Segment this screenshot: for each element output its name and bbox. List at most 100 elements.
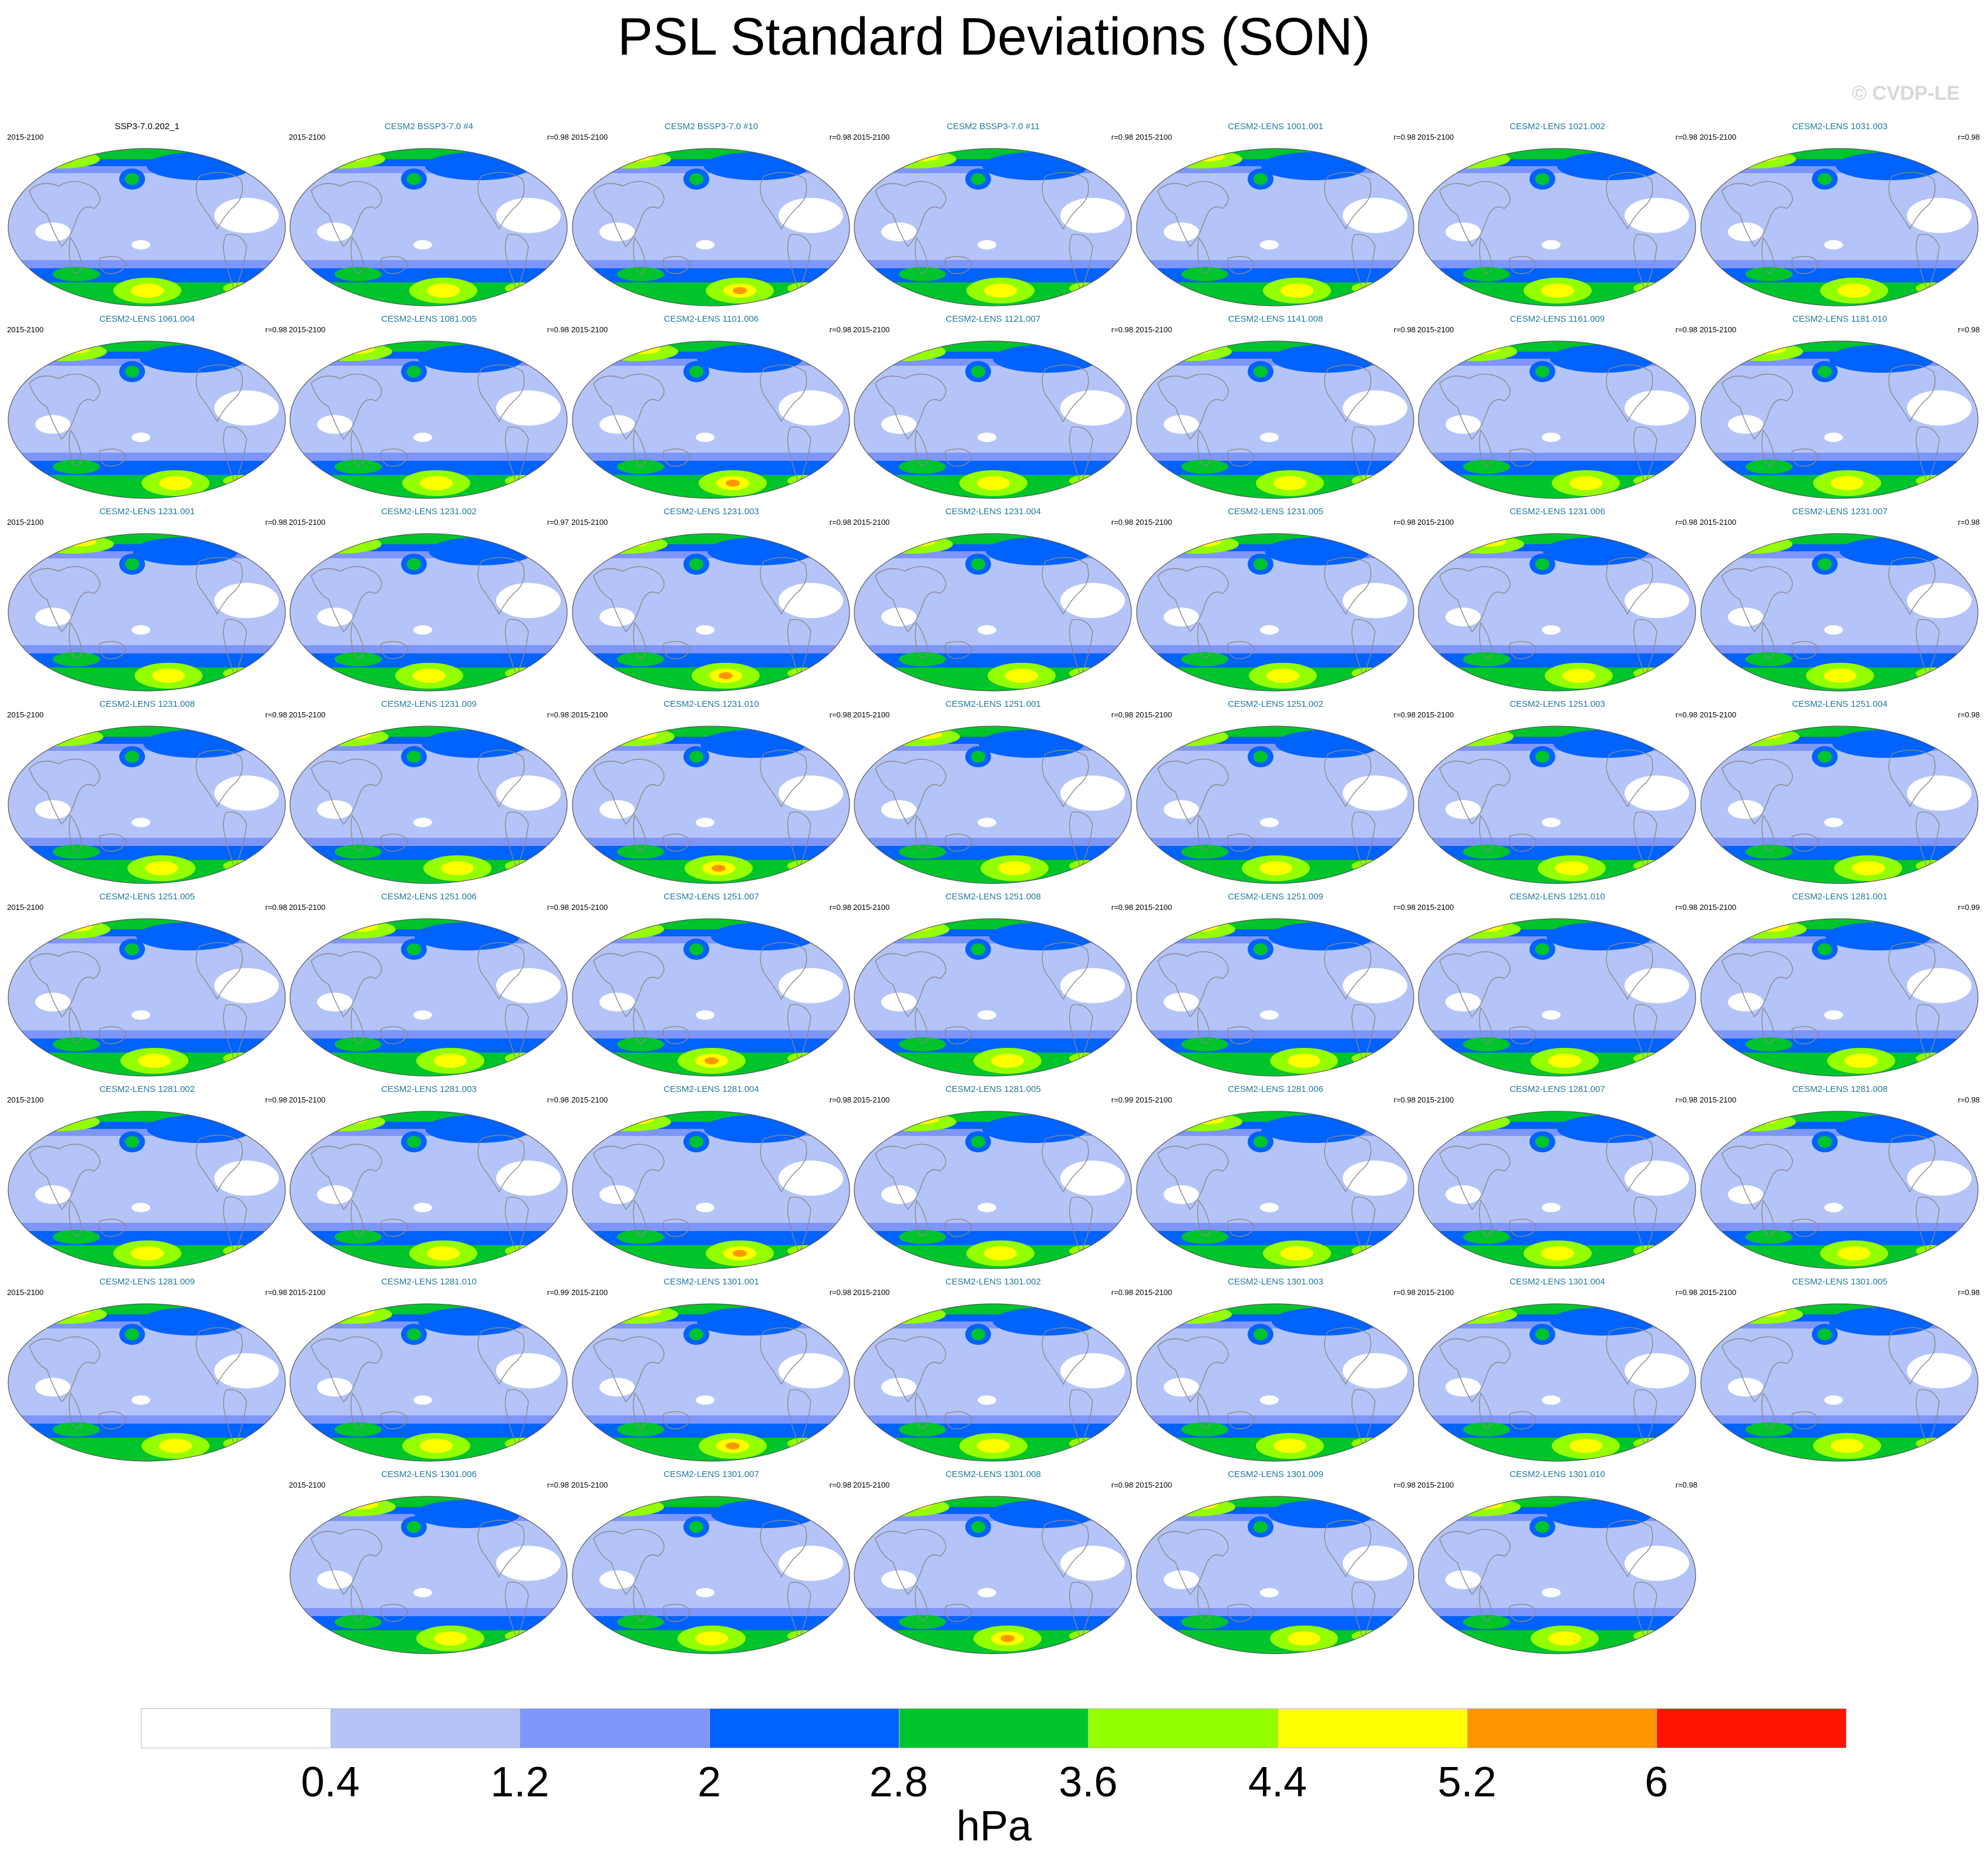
coastlines (875, 749, 1093, 869)
map-plot (289, 1496, 568, 1654)
map-plot (1418, 918, 1696, 1077)
map-panel: CESM2-LENS 1251.002 2015-2100 r=0.98 (1134, 698, 1417, 886)
map-plot (854, 1303, 1132, 1462)
panel-title: CESM2-LENS 1101.006 (663, 314, 759, 324)
panel-title: CESM2-LENS 1281.009 (99, 1277, 195, 1287)
map-plot (8, 148, 286, 306)
panel-title: CESM2-LENS 1251.006 (381, 892, 477, 902)
panel-title: CESM2-LENS 1251.005 (99, 892, 195, 902)
panel-title: CESM2-LENS 1231.001 (99, 507, 195, 517)
panel-title: CESM2-LENS 1251.010 (1509, 892, 1605, 902)
map-panel: CESM2-LENS 1251.006 2015-2100 r=0.98 (288, 891, 570, 1078)
map-plot (1418, 340, 1696, 499)
panel-pattern-correlation: r=0.98 (829, 1095, 851, 1104)
panel-period: 2015-2100 (289, 903, 326, 912)
map-panel: CESM2-LENS 1251.008 2015-2100 r=0.98 (852, 891, 1134, 1078)
coastlines (1439, 1134, 1657, 1255)
panel-period: 2015-2100 (1700, 1095, 1737, 1104)
panel-pattern-correlation: r=0.98 (1957, 1095, 1980, 1104)
map-panel: CESM2-LENS 1231.002 2015-2100 r=0.97 (288, 505, 570, 693)
map-plot (1418, 533, 1696, 692)
map-field (8, 341, 285, 498)
colorbar-tick-label: 2.8 (869, 1759, 928, 1806)
coastlines (29, 364, 247, 484)
colorbar-swatch (141, 1708, 331, 1748)
panel-period: 2015-2100 (1417, 325, 1454, 334)
map-panel: CESM2-LENS 1251.001 2015-2100 r=0.98 (852, 698, 1134, 886)
colorbar (141, 1708, 1847, 1749)
panel-pattern-correlation: r=0.98 (547, 903, 569, 912)
panel-period: 2015-2100 (571, 1095, 608, 1104)
panel-period: 2015-2100 (1700, 133, 1737, 141)
panel-pattern-correlation: r=0.99 (1111, 1095, 1133, 1104)
panel-period: 2015-2100 (1417, 1481, 1454, 1489)
map-plot (8, 918, 286, 1077)
map-plot (8, 726, 286, 884)
map-plot (289, 148, 568, 306)
map-panel: CESM2-LENS 1231.006 2015-2100 r=0.98 (1416, 505, 1699, 693)
map-plot (289, 533, 568, 692)
colorbar-tick-label: 6 (1645, 1759, 1669, 1806)
coastlines (1439, 1327, 1657, 1447)
panel-pattern-correlation: r=0.98 (265, 903, 287, 912)
map-plot (8, 533, 286, 692)
coastlines (29, 749, 247, 869)
panel-period: 2015-2100 (1700, 1288, 1737, 1297)
map-panel: CESM2-LENS 1281.005 2015-2100 r=0.99 (852, 1083, 1134, 1271)
map-plot (1136, 726, 1414, 884)
panel-pattern-correlation: r=0.98 (829, 133, 851, 141)
map-plot (289, 1111, 568, 1269)
coastlines (29, 942, 247, 1062)
panel-title: CESM2-LENS 1251.004 (1792, 699, 1888, 709)
map-plot (1136, 148, 1414, 306)
panel-pattern-correlation: r=0.98 (547, 133, 569, 141)
map-plot (572, 726, 850, 884)
panel-pattern-correlation: r=0.98 (1111, 133, 1133, 141)
panel-pattern-correlation: r=0.98 (1675, 325, 1697, 334)
panel-period: 2015-2100 (1700, 325, 1737, 334)
panel-period: 2015-2100 (289, 1095, 326, 1104)
map-plot (1700, 148, 1979, 306)
panel-period: 2015-2100 (1135, 518, 1172, 527)
colorbar-swatch (1656, 1708, 1847, 1748)
panel-period: 2015-2100 (7, 518, 44, 527)
map-plot (289, 726, 568, 884)
map-panel: CESM2-LENS 1281.010 2015-2100 r=0.99 (288, 1276, 570, 1464)
colorbar-tick-label: 0.4 (301, 1759, 360, 1806)
map-plot (572, 1496, 850, 1654)
map-plot (1418, 1303, 1696, 1462)
map-panel: CESM2-LENS 1061.004 2015-2100 r=0.98 (6, 313, 288, 501)
panel-title: CESM2-LENS 1281.001 (1792, 892, 1888, 902)
map-plot (8, 340, 286, 499)
map-panel: CESM2-LENS 1251.009 2015-2100 r=0.98 (1134, 891, 1417, 1078)
panel-title: CESM2-LENS 1181.010 (1792, 314, 1888, 324)
panel-period: 2015-2100 (289, 518, 326, 527)
credit-watermark: © CVDP-LE (1852, 82, 1960, 104)
map-panel: CESM2-LENS 1301.003 2015-2100 r=0.98 (1134, 1276, 1417, 1464)
map-panel: CESM2-LENS 1101.006 2015-2100 r=0.98 (570, 313, 853, 501)
panel-pattern-correlation: r=0.98 (1393, 710, 1416, 719)
panel-pattern-correlation: r=0.98 (1393, 325, 1416, 334)
panel-title: CESM2-LENS 1281.002 (99, 1084, 195, 1094)
panel-period: 2015-2100 (7, 325, 44, 334)
map-panel: CESM2-LENS 1281.003 2015-2100 r=0.98 (288, 1083, 570, 1271)
map-panel: CESM2-LENS 1141.008 2015-2100 r=0.98 (1134, 313, 1417, 501)
map-panel: CESM2-LENS 1231.001 2015-2100 r=0.98 (6, 505, 288, 693)
panel-pattern-correlation: r=0.98 (1111, 518, 1133, 527)
map-panel: CESM2-LENS 1231.008 2015-2100 r=0.98 (6, 698, 288, 886)
map-plot (854, 918, 1132, 1077)
panel-title: CESM2-LENS 1301.003 (1228, 1277, 1323, 1287)
panel-period: 2015-2100 (571, 1481, 608, 1489)
map-panel: CESM2-LENS 1281.006 2015-2100 r=0.98 (1134, 1083, 1417, 1271)
panel-pattern-correlation: r=0.98 (829, 710, 851, 719)
panel-pattern-correlation: r=0.98 (1111, 1481, 1133, 1489)
colorbar-swatch (1278, 1708, 1468, 1748)
panel-title: CESM2-LENS 1281.010 (381, 1277, 477, 1287)
panel-pattern-correlation: r=0.98 (1393, 1288, 1416, 1297)
coastlines (311, 1327, 529, 1447)
panel-pattern-correlation: r=0.97 (547, 518, 569, 527)
panel-pattern-correlation: r=0.98 (265, 1095, 287, 1104)
map-panel: CESM2-LENS 1281.001 2015-2100 r=0.99 (1699, 891, 1981, 1078)
panel-pattern-correlation: r=0.98 (1957, 133, 1980, 141)
colorbar-tick-label: 2 (697, 1759, 722, 1806)
